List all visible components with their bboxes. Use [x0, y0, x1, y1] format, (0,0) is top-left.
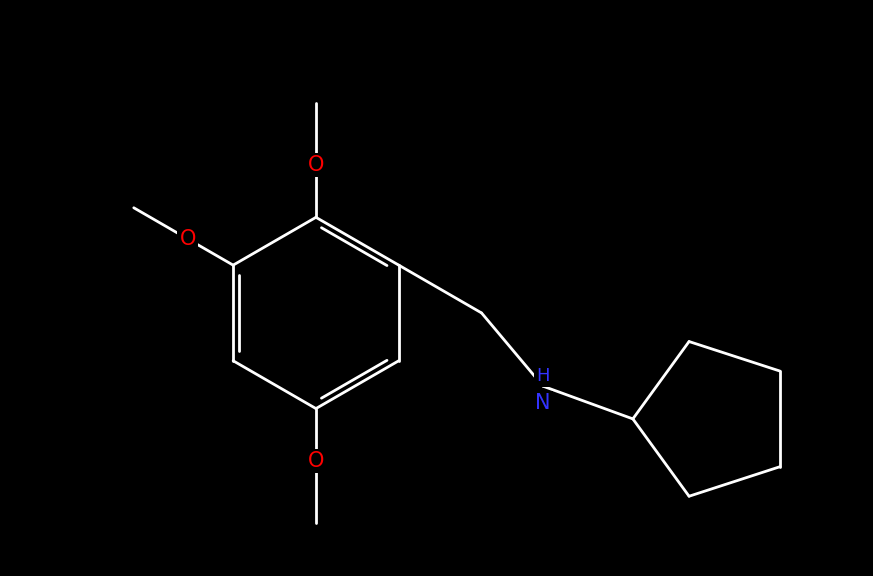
Text: O: O: [308, 451, 324, 471]
Text: N: N: [535, 393, 551, 413]
Text: O: O: [180, 229, 196, 249]
Text: H: H: [536, 367, 550, 385]
Text: O: O: [308, 155, 324, 175]
